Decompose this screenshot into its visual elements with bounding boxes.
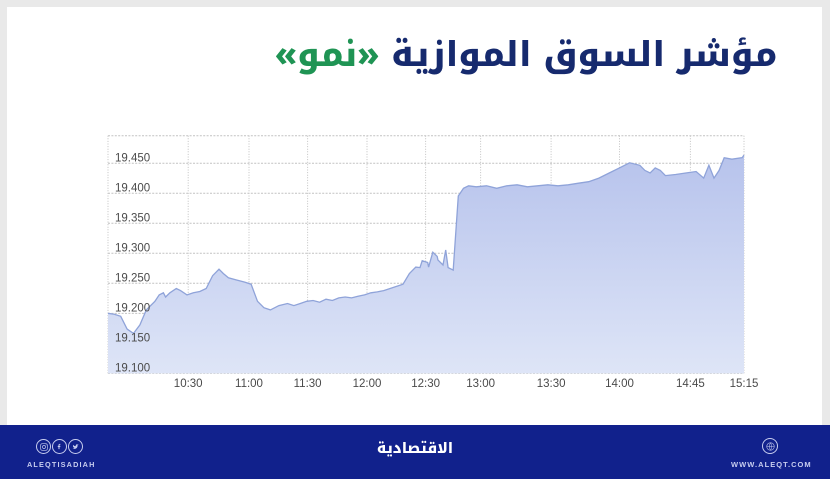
svg-text:12:00: 12:00 bbox=[353, 378, 382, 390]
svg-text:13:30: 13:30 bbox=[537, 378, 566, 390]
svg-text:19.250: 19.250 bbox=[115, 273, 150, 285]
svg-text:19.350: 19.350 bbox=[115, 213, 150, 225]
svg-text:15:15: 15:15 bbox=[730, 378, 759, 390]
svg-text:10:30: 10:30 bbox=[174, 378, 203, 390]
svg-text:14:45: 14:45 bbox=[676, 378, 705, 390]
svg-text:19.200: 19.200 bbox=[115, 303, 150, 315]
svg-text:11:00: 11:00 bbox=[235, 378, 263, 390]
svg-text:19.450: 19.450 bbox=[115, 152, 150, 164]
svg-text:12:30: 12:30 bbox=[411, 378, 440, 390]
svg-text:11:30: 11:30 bbox=[294, 378, 322, 390]
svg-text:14:00: 14:00 bbox=[605, 378, 634, 390]
svg-text:19.150: 19.150 bbox=[115, 333, 150, 345]
svg-text:19.300: 19.300 bbox=[115, 243, 150, 255]
svg-text:13:00: 13:00 bbox=[466, 378, 495, 390]
svg-text:19.100: 19.100 bbox=[115, 363, 150, 375]
svg-text:19.400: 19.400 bbox=[115, 182, 150, 194]
